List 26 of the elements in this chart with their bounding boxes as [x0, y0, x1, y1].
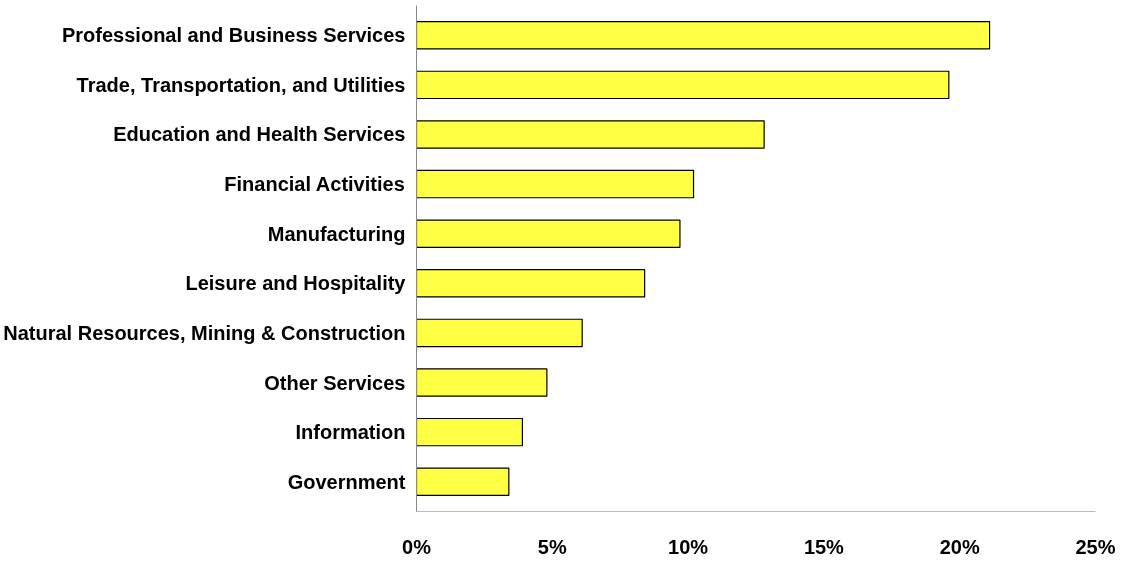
- bar: [416, 467, 510, 496]
- y-tick-label: Education and Health Services: [113, 123, 406, 146]
- bar: [416, 120, 765, 149]
- bar: [416, 417, 524, 447]
- bar: [416, 368, 548, 397]
- y-tick-label: Financial Activities: [224, 173, 405, 196]
- x-tick-label: 0%: [402, 535, 432, 558]
- x-tick-label: 15%: [803, 535, 845, 558]
- bar: [416, 21, 991, 50]
- x-tick-label: 10%: [668, 535, 709, 558]
- y-tick-label: Information: [295, 421, 406, 444]
- y-tick-label: Government: [287, 470, 406, 493]
- y-tick-label: Natural Resources, Mining & Construction: [3, 321, 406, 344]
- bar: [416, 318, 583, 348]
- y-tick-label: Other Services: [264, 371, 406, 394]
- y-tick-label: Professional and Business Services: [62, 24, 406, 47]
- bar: [416, 169, 695, 199]
- bar: [416, 219, 681, 248]
- y-tick-label: Leisure and Hospitality: [185, 272, 407, 295]
- bar: [416, 269, 646, 298]
- y-tick-label: Manufacturing: [267, 222, 406, 245]
- bar: [416, 70, 950, 100]
- y-tick-label: Trade, Transportation, and Utilities: [76, 73, 406, 96]
- x-tick-label: 25%: [1075, 535, 1116, 558]
- x-tick-label: 5%: [537, 535, 567, 558]
- x-tick-label: 20%: [939, 535, 980, 558]
